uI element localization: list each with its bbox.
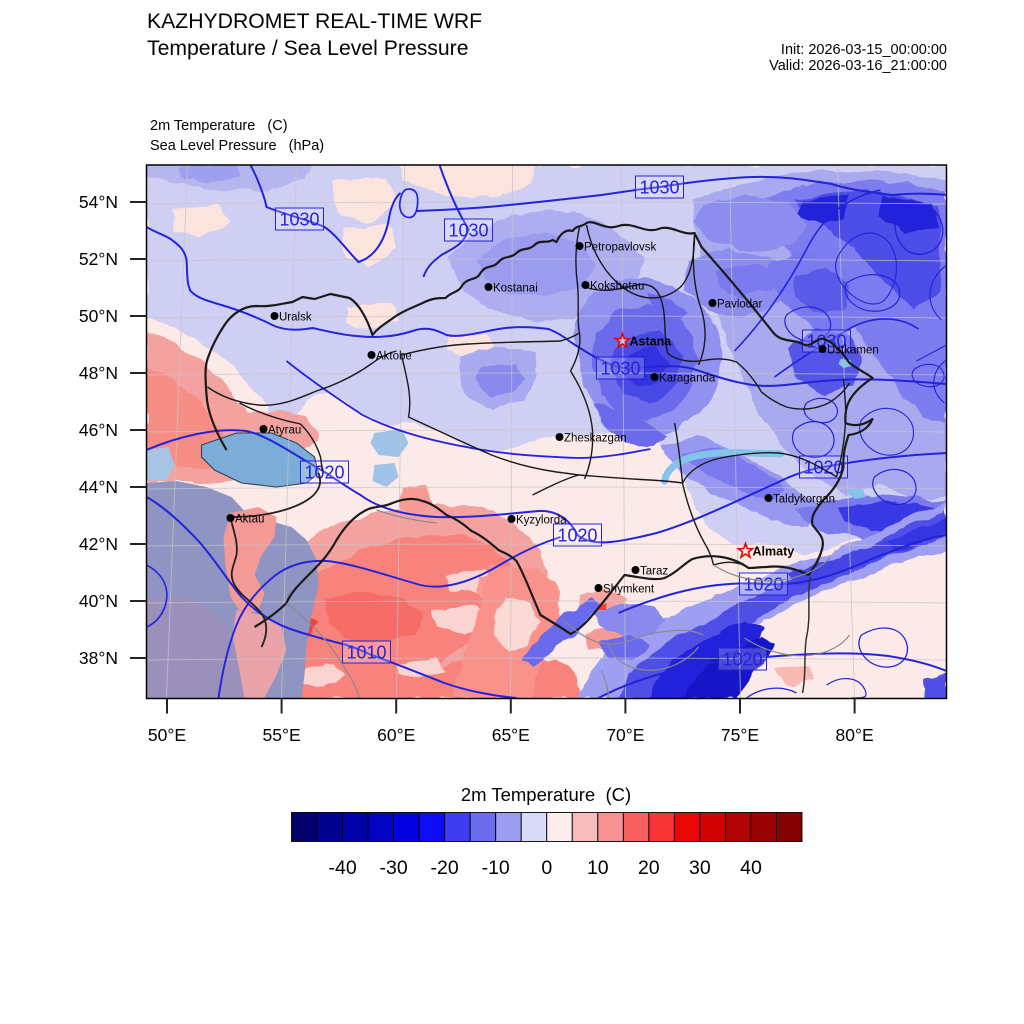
svg-text:2m Temperature (C): 2m Temperature (C): [461, 784, 631, 805]
svg-text:50°E: 50°E: [148, 725, 186, 745]
svg-text:Almaty: Almaty: [753, 545, 795, 559]
svg-text:20: 20: [638, 857, 660, 879]
svg-text:48°N: 48°N: [79, 363, 118, 383]
svg-text:54°N: 54°N: [79, 192, 118, 212]
svg-text:1030: 1030: [600, 359, 640, 379]
svg-text:Uralsk: Uralsk: [279, 312, 312, 324]
svg-text:Petropavlovsk: Petropavlovsk: [584, 242, 656, 254]
svg-text:1010: 1010: [346, 643, 386, 663]
svg-text:Aktobe: Aktobe: [376, 351, 412, 363]
svg-text:50°N: 50°N: [79, 306, 118, 326]
svg-text:Kyzylorda: Kyzylorda: [516, 515, 567, 527]
svg-text:1030: 1030: [448, 221, 488, 241]
svg-text:-20: -20: [431, 857, 459, 879]
svg-text:Kostanai: Kostanai: [493, 283, 538, 295]
svg-text:75°E: 75°E: [721, 725, 759, 745]
svg-text:1020: 1020: [803, 458, 843, 478]
svg-text:Pavlodar: Pavlodar: [717, 299, 763, 311]
svg-text:Ustkamen: Ustkamen: [827, 345, 879, 357]
svg-text:-30: -30: [380, 857, 408, 879]
svg-text:30: 30: [689, 857, 711, 879]
svg-text:Aktau: Aktau: [235, 514, 264, 526]
svg-text:-10: -10: [482, 857, 510, 879]
svg-text:Shymkent: Shymkent: [603, 584, 655, 596]
svg-text:Atyrau: Atyrau: [268, 425, 301, 437]
svg-text:1020: 1020: [304, 463, 344, 483]
svg-text:44°N: 44°N: [79, 477, 118, 497]
svg-text:42°N: 42°N: [79, 534, 118, 554]
svg-text:80°E: 80°E: [836, 725, 874, 745]
svg-text:1020: 1020: [743, 575, 783, 595]
svg-text:1020: 1020: [722, 650, 762, 670]
svg-text:46°N: 46°N: [79, 420, 118, 440]
svg-text:40: 40: [740, 857, 762, 879]
svg-text:-40: -40: [329, 857, 357, 879]
svg-text:0: 0: [541, 857, 552, 879]
svg-text:Taraz: Taraz: [640, 566, 668, 578]
svg-text:1030: 1030: [279, 210, 319, 230]
svg-text:38°N: 38°N: [79, 648, 118, 668]
svg-text:52°N: 52°N: [79, 249, 118, 269]
svg-text:Karaganda: Karaganda: [659, 373, 716, 385]
svg-text:Taldykorgan: Taldykorgan: [773, 494, 835, 506]
svg-text:1020: 1020: [557, 526, 597, 546]
svg-text:10: 10: [587, 857, 609, 879]
svg-text:60°E: 60°E: [377, 725, 415, 745]
svg-text:Kokshetau: Kokshetau: [590, 281, 644, 293]
svg-text:40°N: 40°N: [79, 591, 118, 611]
svg-text:Astana: Astana: [630, 335, 673, 349]
svg-text:1030: 1030: [639, 178, 679, 198]
svg-text:55°E: 55°E: [263, 725, 301, 745]
svg-text:70°E: 70°E: [606, 725, 644, 745]
svg-text:65°E: 65°E: [492, 725, 530, 745]
svg-text:Zheskazgan: Zheskazgan: [564, 433, 627, 445]
